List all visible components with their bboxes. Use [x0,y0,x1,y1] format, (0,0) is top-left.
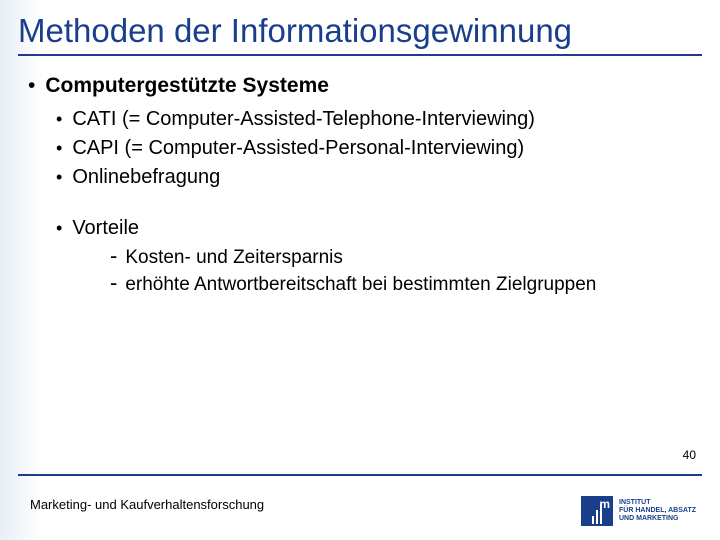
bullet-icon: • [56,109,62,130]
section-heading: • Computergestützte Systeme [28,74,702,98]
dash-icon: - [110,246,117,265]
section-heading-text: Computergestützte Systeme [45,74,329,98]
slide-title: Methoden der Informationsgewinnung [18,12,702,50]
advantages-label: Vorteile [72,217,139,240]
content-area: • Computergestützte Systeme • CATI (= Co… [18,74,702,296]
logo-letter: m [599,497,610,511]
logo-text: INSTITUT FÜR HANDEL, ABSATZ UND MARKETIN… [619,499,696,523]
bullet-icon: • [56,167,62,188]
advantages-heading: • Vorteile [56,217,702,240]
list-item-text: Onlinebefragung [72,166,220,189]
logo-line: UND MARKETING [619,515,696,523]
advantages-list: - Kosten- und Zeitersparnis - erhöhte An… [56,246,702,296]
logo-mark-icon: m [581,496,613,526]
institute-logo: m INSTITUT FÜR HANDEL, ABSATZ UND MARKET… [581,496,696,526]
list-item: • CAPI (= Computer-Assisted-Personal-Int… [56,137,702,160]
logo-line: INSTITUT [619,499,696,507]
bullet-icon: • [28,74,35,98]
list-item: • Onlinebefragung [56,166,702,189]
title-rule [18,54,702,56]
page-number: 40 [683,448,696,462]
logo-line: FÜR HANDEL, ABSATZ [619,507,696,515]
list-item: • CATI (= Computer-Assisted-Telephone-In… [56,108,702,131]
bullet-icon: • [56,138,62,159]
methods-list: • CATI (= Computer-Assisted-Telephone-In… [28,108,702,189]
dash-icon: - [110,273,117,292]
list-item: - erhöhte Antwortbereitschaft bei bestim… [110,273,702,296]
list-item-text: Kosten- und Zeitersparnis [125,247,343,269]
advantages-section: • Vorteile - Kosten- und Zeitersparnis -… [28,217,702,296]
footer-rule [18,474,702,476]
list-item: - Kosten- und Zeitersparnis [110,246,702,269]
list-item-text: CAPI (= Computer-Assisted-Personal-Inter… [72,137,524,160]
list-item-text: CATI (= Computer-Assisted-Telephone-Inte… [72,108,535,131]
list-item-text: erhöhte Antwortbereitschaft bei bestimmt… [125,274,596,296]
slide: Methoden der Informationsgewinnung • Com… [0,0,720,540]
bullet-icon: • [56,218,62,239]
footer-text: Marketing- und Kaufverhaltensforschung [30,497,264,512]
